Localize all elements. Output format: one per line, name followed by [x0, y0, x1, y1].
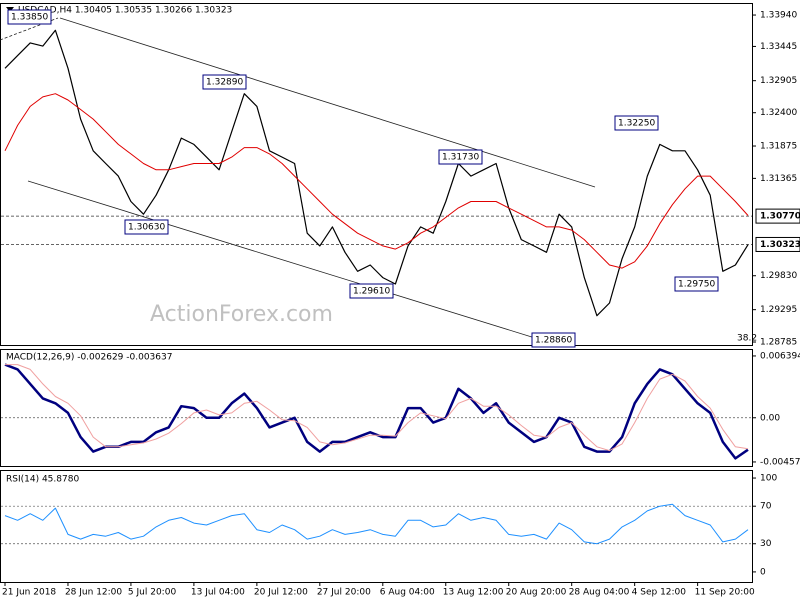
- watermark: ActionForex.com: [150, 302, 333, 327]
- y-tick-label: 0: [760, 567, 766, 577]
- annotation: 1.28860: [535, 336, 572, 346]
- annotation-box: [349, 283, 394, 299]
- annotation-box: [614, 115, 659, 131]
- chart-title: USDCAD,H4 1.30405 1.30535 1.30266 1.3032…: [18, 6, 232, 16]
- y-tick-label: 1.31875: [760, 142, 797, 152]
- series-line: [5, 364, 749, 452]
- annotation: 1.29610: [353, 287, 390, 297]
- rsi-panel: [0, 470, 753, 583]
- main-panel: [0, 3, 753, 346]
- x-tick-label: 20 Jul 12:00: [254, 588, 308, 598]
- y-tick-label: 0.00: [760, 413, 780, 423]
- annotation: 1.32890: [206, 78, 243, 88]
- x-tick-label: 28 Jun 12:00: [65, 588, 122, 598]
- x-tick-label: 13 Aug 12:00: [443, 588, 504, 598]
- fib-label: 38.2: [737, 334, 757, 344]
- y-tick-label: 1.28785: [760, 338, 797, 348]
- x-tick-label: 5 Jul 20:00: [128, 588, 177, 598]
- annotation-box: [531, 332, 576, 348]
- x-tick-label: 21 Jun 2018: [2, 588, 56, 598]
- macd-title: MACD(12,26,9) -0.002629 -0.003637: [6, 353, 172, 363]
- price-level-box: [755, 208, 800, 224]
- x-tick-label: 11 Sep 20:00: [695, 588, 755, 598]
- rsi-title: RSI(14) 45.8780: [6, 475, 79, 485]
- price-level-label: 1.30770: [760, 212, 800, 222]
- channel-upper: [59, 17, 596, 188]
- x-tick-label: 4 Sep 12:00: [632, 588, 687, 598]
- series-line: [4, 93, 749, 269]
- x-tick-label: 28 Aug 04:00: [569, 588, 630, 598]
- annotation-box: [202, 74, 247, 90]
- macd-panel: [0, 349, 753, 467]
- y-tick-label: 0.006394: [760, 351, 800, 361]
- y-tick-label: 1.31365: [760, 174, 797, 184]
- y-tick-label: 1.29830: [760, 271, 797, 281]
- annotation: 1.33850: [11, 13, 48, 23]
- y-tick-label: 1.29295: [760, 305, 797, 315]
- annotation-box: [438, 149, 483, 165]
- y-tick-label: 100: [760, 474, 777, 484]
- annotation-box: [7, 9, 52, 25]
- annotation: 1.31730: [442, 153, 479, 163]
- price-level-box: [755, 236, 800, 252]
- y-tick-label: 1.33940: [760, 11, 797, 21]
- annotation-box: [124, 219, 169, 235]
- annotation-box: [674, 276, 719, 292]
- y-tick-label: 1.32905: [760, 76, 797, 86]
- y-tick-label: 30: [760, 539, 772, 549]
- channel-lower: [27, 180, 536, 339]
- y-tick-label: 1.33445: [760, 42, 797, 52]
- x-tick-label: 20 Aug 20:00: [506, 588, 567, 598]
- annotation: 1.30630: [128, 223, 165, 233]
- x-tick-label: 6 Aug 04:00: [380, 588, 435, 598]
- price-level-label: 1.30323: [760, 240, 800, 250]
- y-tick-label: 70: [760, 502, 772, 512]
- y-tick-label: 1.32400: [760, 108, 797, 118]
- x-tick-label: 27 Jul 20:00: [317, 588, 371, 598]
- x-tick-label: 13 Jul 04:00: [191, 588, 245, 598]
- series-line: [4, 503, 749, 545]
- annotation: 1.29750: [678, 280, 715, 290]
- annotation: 1.32250: [618, 119, 655, 129]
- series-line: [4, 29, 749, 317]
